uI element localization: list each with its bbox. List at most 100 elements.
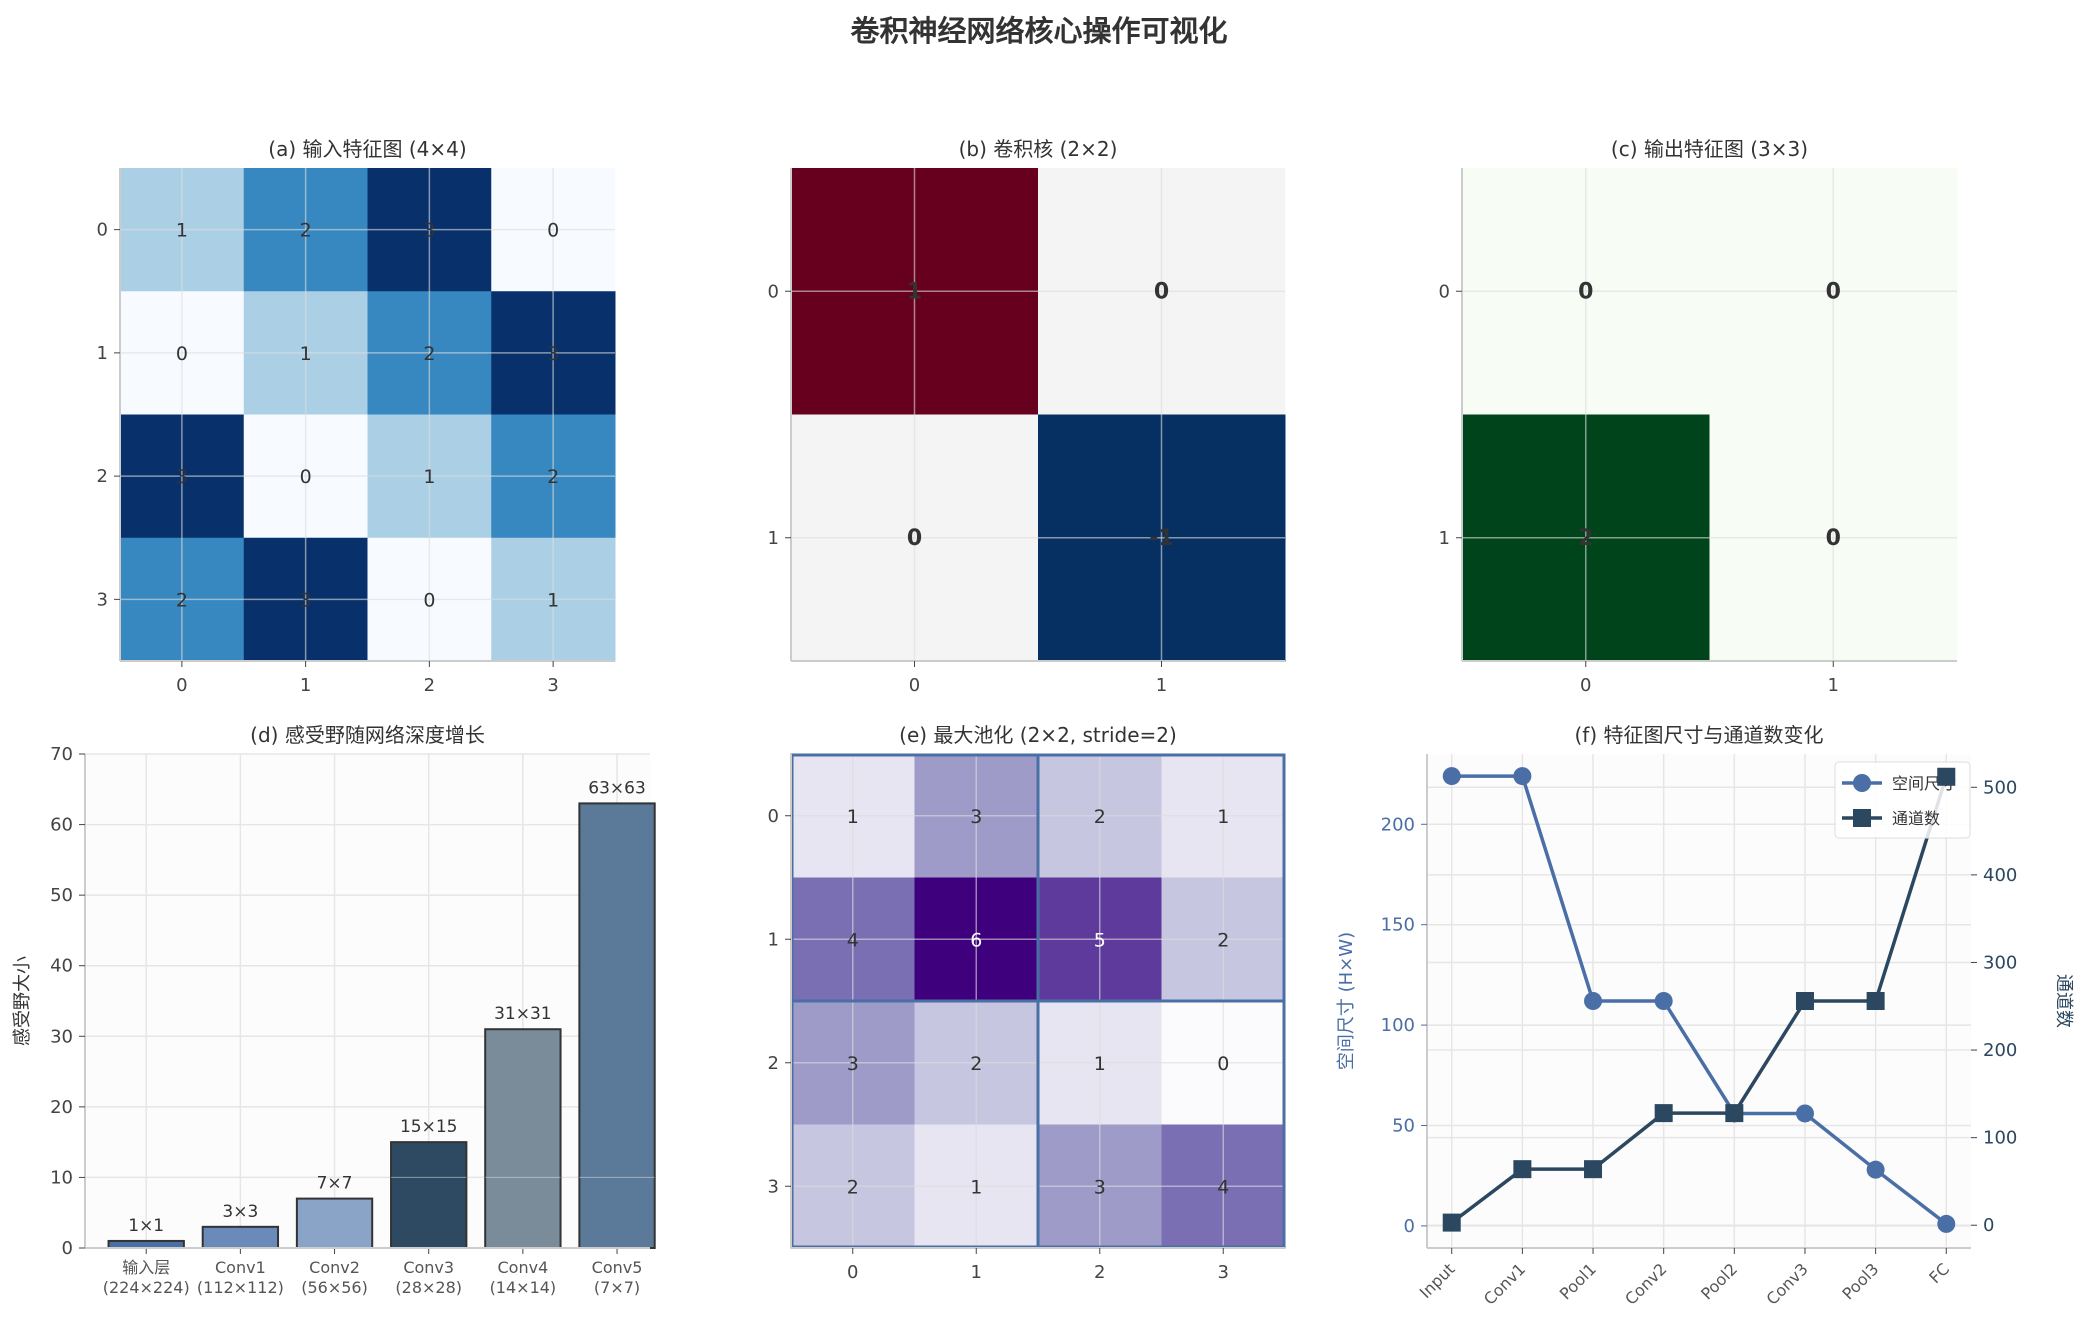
- data-point-marker: [1937, 767, 1956, 786]
- cell-value-label: 0: [907, 526, 922, 551]
- cell-value-label: 2: [1578, 526, 1593, 551]
- x-tick-label: (28×28): [395, 1278, 462, 1297]
- data-point-marker: [1654, 992, 1673, 1010]
- cell-value-label: 3: [970, 806, 982, 828]
- y-axis-label: 感受野大小: [12, 956, 33, 1046]
- x-tick-label: Input: [1416, 1259, 1459, 1302]
- x-tick-label: 1: [1828, 675, 1839, 696]
- data-point-marker: [1654, 1104, 1673, 1123]
- subplot-title: (e) 最大池化 (2×2, stride=2): [899, 723, 1177, 747]
- bar: [201, 1225, 280, 1250]
- bar-data-label: 15×15: [400, 1117, 458, 1137]
- x-tick-label: 1: [300, 675, 311, 696]
- y-tick-label: 70: [50, 744, 73, 765]
- cell-value-label: 4: [847, 929, 859, 951]
- x-tick-label: Pool1: [1556, 1259, 1600, 1303]
- y-tick-label: 40: [50, 956, 73, 977]
- legend-marker-square: [1853, 809, 1871, 827]
- cell-value-label: 0: [1826, 526, 1841, 551]
- x-tick-label: 1: [971, 1262, 982, 1283]
- bar-data-label: 1×1: [128, 1216, 164, 1236]
- bar-data-label: 7×7: [317, 1174, 353, 1194]
- cell-value-label: 0: [1826, 279, 1841, 304]
- cell-value-label: 1: [907, 279, 922, 304]
- y-tick-label: 30: [50, 1026, 73, 1047]
- y-tick-label: 2: [97, 466, 108, 487]
- cell-value-label: 0: [300, 466, 312, 488]
- y-tick-label: 200: [1381, 814, 1415, 835]
- cell-value-label: 0: [1154, 279, 1169, 304]
- x-tick-label: Conv3: [1762, 1259, 1811, 1308]
- y-tick-label: 1: [768, 929, 779, 950]
- data-point-marker: [1584, 992, 1603, 1010]
- y-tick-label: 1: [1439, 528, 1450, 549]
- data-point-marker: [1584, 1160, 1603, 1179]
- cell-value-label: 2: [300, 220, 312, 242]
- y-tick-label: 1: [768, 528, 779, 549]
- legend-marker-circle: [1853, 774, 1871, 792]
- bar-data-label: 3×3: [222, 1202, 258, 1222]
- subplot-title: (c) 输出特征图 (3×3): [1611, 137, 1808, 161]
- data-point-marker: [1442, 1213, 1461, 1232]
- x-tick-label: (7×7): [594, 1278, 640, 1297]
- cell-value-label: 3: [547, 343, 559, 365]
- x-tick-label: FC: [1925, 1259, 1953, 1287]
- y-right-tick-label: 400: [1983, 865, 2017, 886]
- cell-value-label: 0: [1217, 1053, 1229, 1075]
- data-point-marker: [1866, 992, 1885, 1010]
- y-right-tick-label: 300: [1983, 952, 2017, 973]
- y-right-tick-label: 0: [1983, 1215, 1994, 1236]
- x-tick-label: 2: [424, 675, 435, 696]
- y-tick-label: 10: [50, 1167, 73, 1188]
- x-tick-label: Conv1: [1480, 1259, 1529, 1308]
- figure-title: 卷积神经网络核心操作可视化: [850, 14, 1228, 48]
- bar-data-label: 63×63: [588, 778, 646, 798]
- cell-value-label: 1: [423, 466, 435, 488]
- cell-value-label: 3: [176, 466, 188, 488]
- y-tick-label: 3: [97, 589, 108, 610]
- cell-value-label: 3: [300, 589, 312, 611]
- cell-value-label: 2: [547, 466, 559, 488]
- data-point-marker: [1937, 1214, 1956, 1233]
- subplot-title: (a) 输入特征图 (4×4): [268, 137, 466, 161]
- subplot-title: (f) 特征图尺寸与通道数变化: [1574, 723, 1823, 747]
- subplot-title: (b) 卷积核 (2×2): [959, 137, 1118, 161]
- y-tick-label: 50: [50, 885, 73, 906]
- y-tick-label: 0: [768, 806, 779, 827]
- cell-value-label: 3: [423, 220, 435, 242]
- heatmap-panel: 0 0 2 0 0 1 0 1: [1439, 168, 1958, 696]
- plot-area: [85, 754, 650, 1248]
- x-tick-label: 0: [909, 675, 920, 696]
- y-tick-label: 100: [1381, 1015, 1415, 1036]
- cell-value-label: 3: [847, 1053, 859, 1075]
- cell-value-label: 1: [1217, 806, 1229, 828]
- cell-value-label: 2: [847, 1176, 859, 1198]
- x-tick-label: 0: [1580, 675, 1591, 696]
- cell-value-label: 1: [847, 806, 859, 828]
- x-tick-label: 3: [547, 675, 558, 696]
- x-tick-label: (224×224): [103, 1278, 190, 1297]
- bar: [578, 802, 656, 1250]
- y-tick-label: 0: [62, 1238, 73, 1259]
- cell-value-label: 0: [423, 589, 435, 611]
- cell-value-label: 1: [176, 220, 188, 242]
- y-tick-label: 20: [50, 1097, 73, 1118]
- data-point-marker: [1513, 1160, 1532, 1179]
- y-tick-label: 2: [768, 1053, 779, 1074]
- x-tick-label: (112×112): [197, 1278, 284, 1297]
- bar-chart-panel: 1×1 输入层(224×224) 3×3 Conv1(112×112) 7×7 Conv2…: [12, 744, 656, 1297]
- bar-data-label: 31×31: [494, 1004, 552, 1024]
- data-point-marker: [1795, 992, 1814, 1010]
- cell-value-label: 5: [1094, 929, 1106, 951]
- cell-value-label: 2: [1217, 929, 1229, 951]
- y-right-tick-label: 100: [1983, 1128, 2017, 1149]
- x-tick-label: 0: [176, 675, 187, 696]
- cell-value-label: 0: [1578, 279, 1593, 304]
- x-tick-label: (56×56): [301, 1278, 368, 1297]
- cell-value-label: 2: [970, 1053, 982, 1075]
- y-tick-label: 1: [97, 343, 108, 364]
- line-chart-panel: 0 50 100 150 200 0 100 200 300 400 500 Input Conv1 Po…: [1336, 754, 2074, 1309]
- x-tick-label: Conv4: [498, 1258, 549, 1277]
- x-tick-label: 3: [1218, 1262, 1229, 1283]
- cell-value-label: 0: [547, 220, 559, 242]
